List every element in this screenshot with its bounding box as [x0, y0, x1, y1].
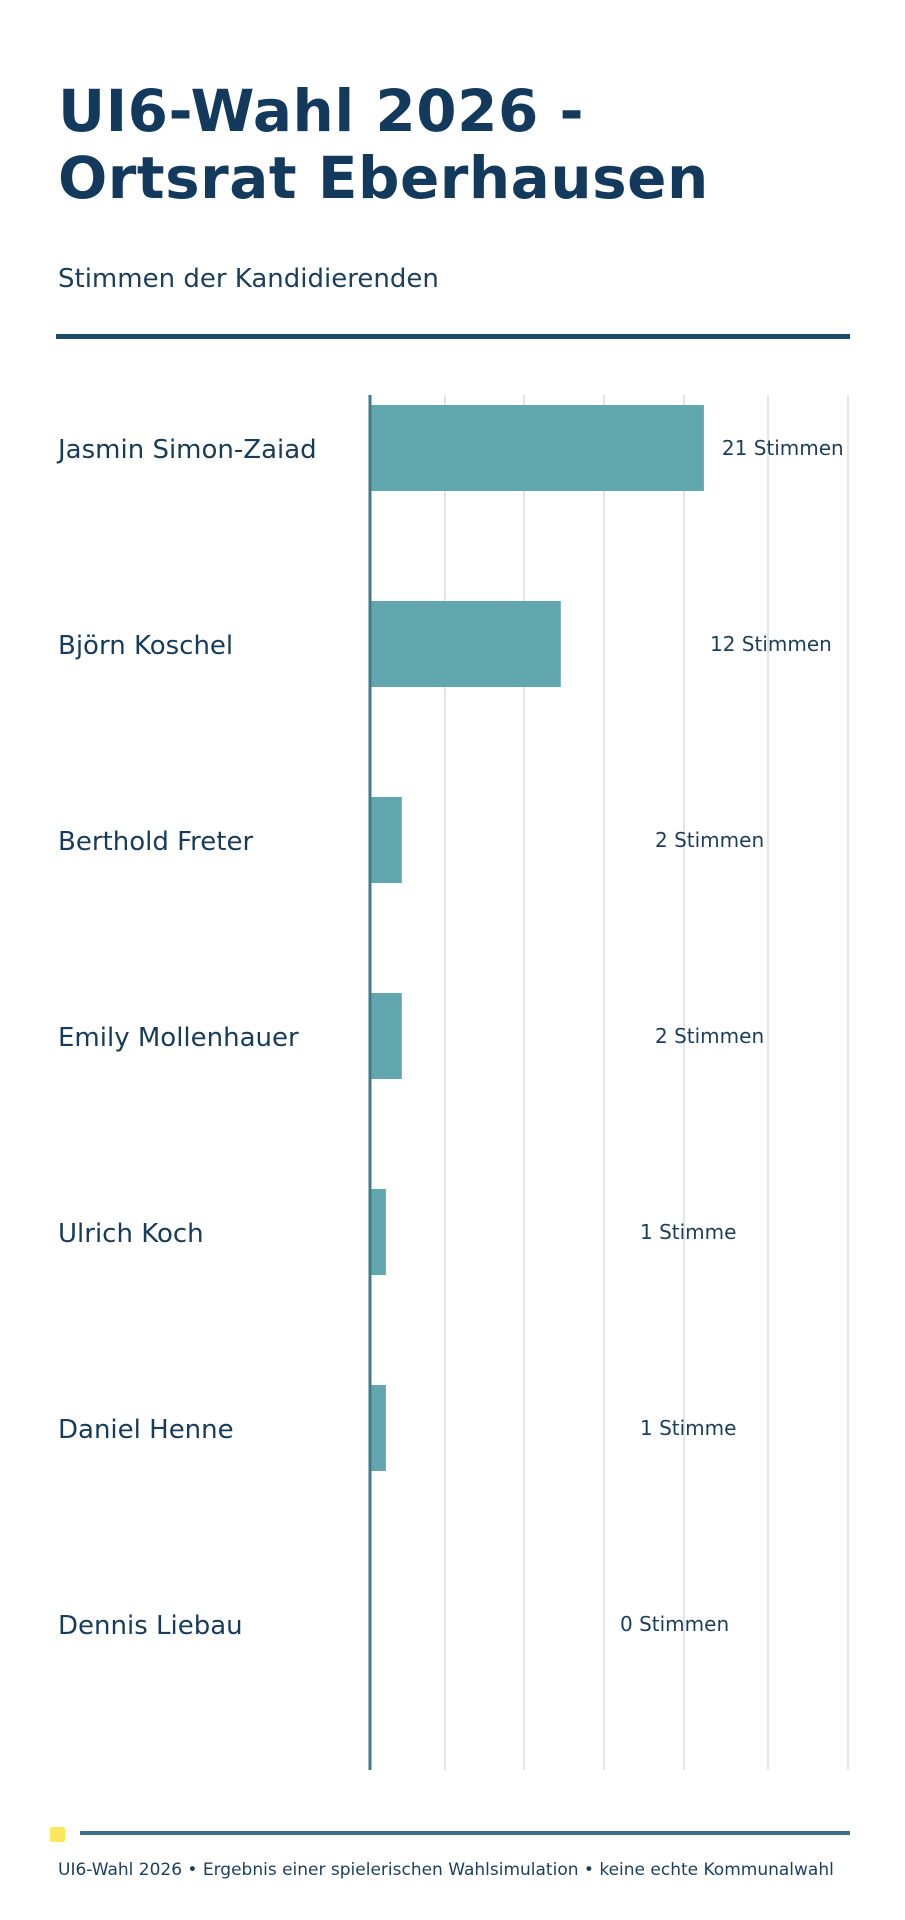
accent-dot-icon	[50, 1827, 65, 1842]
category-label: Björn Koschel	[58, 631, 233, 661]
category-labels: Jasmin Simon-Zaiad Björn Koschel Berthold …	[56, 435, 317, 1641]
value-label: 1 Stimme	[640, 1416, 736, 1440]
header-divider	[56, 334, 850, 339]
category-label: Dennis Liebau	[58, 1611, 243, 1641]
bars	[370, 405, 704, 1471]
bar	[370, 993, 402, 1079]
value-labels: 21 Stimmen 12 Stimmen 2 Stimmen 2 Stimmen 1 …	[620, 436, 844, 1636]
bar	[370, 601, 561, 687]
bar	[370, 797, 402, 883]
value-label: 2 Stimmen	[655, 828, 764, 852]
title-line-2: Ortsrat Eberhausen	[58, 144, 709, 212]
category-label: Daniel Henne	[58, 1415, 234, 1445]
value-label: 21 Stimmen	[722, 436, 844, 460]
bar	[370, 1189, 386, 1275]
value-label: 1 Stimme	[640, 1220, 736, 1244]
category-label: Berthold Freter	[58, 827, 253, 857]
footer-divider	[80, 1831, 850, 1835]
footer-note: UI6-Wahl 2026 • Ergebnis einer spieleris…	[58, 1860, 834, 1880]
value-label: 0 Stimmen	[620, 1612, 729, 1636]
category-label: Jasmin Simon-Zaiad	[56, 435, 317, 465]
category-label: Emily Mollenhauer	[58, 1023, 299, 1053]
bar	[370, 1385, 386, 1471]
bar-chart: Jasmin Simon-Zaiad Björn Koschel Berthold …	[56, 395, 849, 1770]
value-label: 2 Stimmen	[655, 1024, 764, 1048]
title-line-1: UI6-Wahl 2026 -	[58, 77, 585, 145]
chart-subtitle: Stimmen der Kandidierenden	[58, 264, 439, 294]
value-label: 12 Stimmen	[710, 632, 832, 656]
bar	[370, 405, 704, 491]
page-title: UI6-Wahl 2026 - Ortsrat Eberhausen	[58, 78, 858, 212]
category-label: Ulrich Koch	[58, 1219, 204, 1249]
